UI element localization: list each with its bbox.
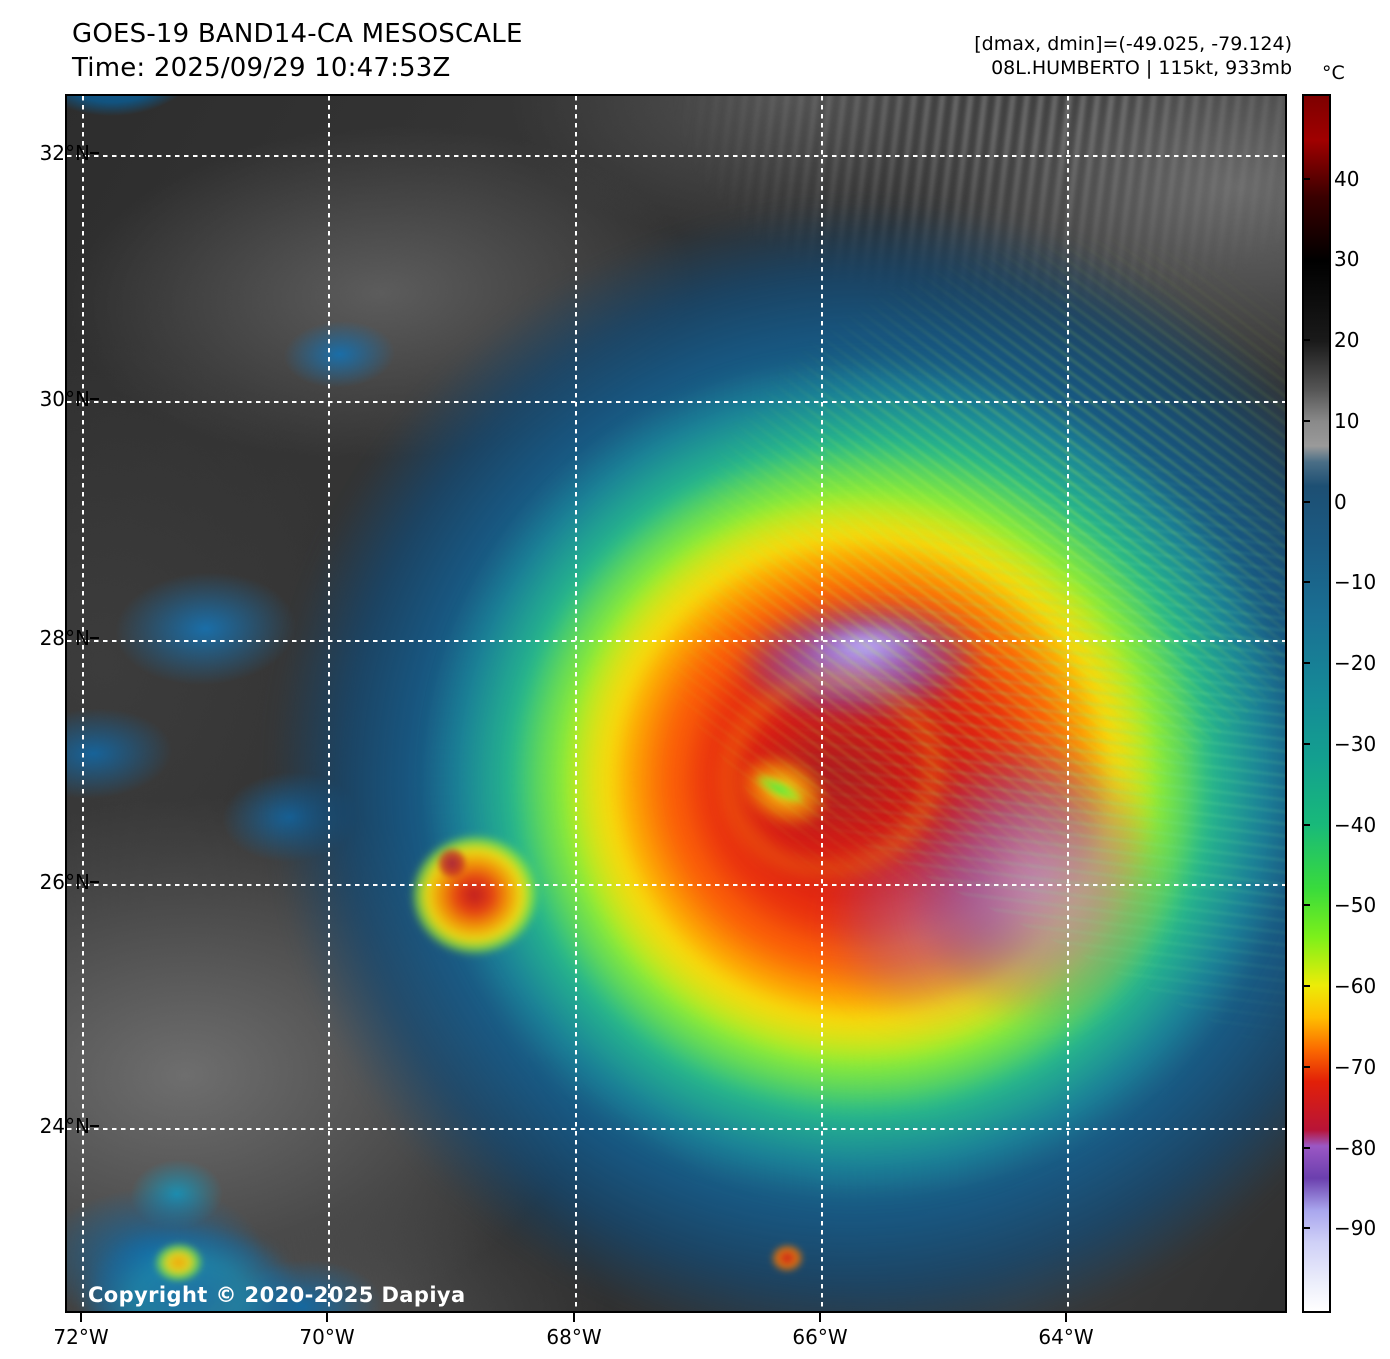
tick-lon-64	[1065, 1313, 1067, 1322]
page-title: GOES-19 BAND14-CA MESOSCALE	[72, 19, 523, 49]
colorbar-tick--60	[1302, 985, 1310, 988]
colorbar-label--70: −70	[1334, 1054, 1377, 1079]
axis-label-lat-30: 30°N	[39, 387, 90, 411]
tick-lat-32	[90, 152, 99, 154]
timestamp-label: Time: 2025/09/29 10:47:53Z	[72, 52, 451, 83]
satellite-image-plot: Copyright © 2020-2025 Dapiya	[65, 94, 1287, 1313]
tick-lat-24	[90, 1125, 99, 1127]
satellite-swath	[67, 96, 1285, 1311]
colorbar-label--20: −20	[1334, 651, 1377, 676]
colorbar-label-20: 20	[1334, 328, 1360, 353]
tick-lon-70	[326, 1313, 328, 1322]
axis-label-lon-68: 68°W	[546, 1325, 602, 1349]
temperature-colorbar	[1302, 94, 1331, 1313]
copyright-label: Copyright © 2020-2025 Dapiya	[88, 1283, 466, 1307]
tick-lat-30	[90, 398, 99, 400]
storm-info-label: 08L.HUMBERTO | 115kt, 933mb	[991, 57, 1292, 80]
infrared-imagery	[67, 96, 1285, 1311]
axis-label-lat-28: 28°N	[39, 626, 90, 650]
colorbar-tick--40	[1302, 823, 1310, 826]
axis-label-lon-64: 64°W	[1038, 1325, 1094, 1349]
colorbar-label--80: −80	[1334, 1135, 1377, 1160]
axis-label-lon-72: 72°W	[53, 1325, 109, 1349]
colorbar-label--50: −50	[1334, 893, 1377, 918]
axis-label-lat-24: 24°N	[39, 1114, 90, 1138]
colorbar-tick--80	[1302, 1146, 1310, 1149]
colorbar-gradient	[1304, 96, 1329, 1311]
colorbar-label--90: −90	[1334, 1216, 1377, 1241]
metadata-block: [dmax, dmin]=(-49.025, -79.124) 08L.HUMB…	[974, 32, 1292, 81]
colorbar-tick--10	[1302, 581, 1310, 584]
tick-lon-66	[819, 1313, 821, 1322]
colorbar-label--40: −40	[1334, 812, 1377, 837]
colorbar-tick--30	[1302, 742, 1310, 745]
colorbar-tick--70	[1302, 1065, 1310, 1068]
axis-label-lat-32: 32°N	[39, 141, 90, 165]
axis-label-lat-26: 26°N	[39, 870, 90, 894]
title-block: GOES-19 BAND14-CA MESOSCALE Time: 2025/0…	[72, 18, 523, 86]
colorbar-tick-10	[1302, 419, 1310, 422]
colorbar-tick-20	[1302, 339, 1310, 342]
colorbar-label--30: −30	[1334, 731, 1377, 756]
colorbar-tick-0	[1302, 500, 1310, 503]
colorbar-label-40: 40	[1334, 166, 1360, 191]
dmax-dmin-label: [dmax, dmin]=(-49.025, -79.124)	[974, 33, 1292, 55]
axis-label-lon-70: 70°W	[299, 1325, 355, 1349]
axis-label-lon-66: 66°W	[792, 1325, 848, 1349]
colorbar-label-30: 30	[1334, 247, 1360, 272]
colorbar-label-0: 0	[1334, 489, 1347, 514]
tick-lat-28	[90, 637, 99, 639]
tick-lat-26	[90, 881, 99, 883]
colorbar-label--10: −10	[1334, 570, 1377, 595]
colorbar-tick-40	[1302, 177, 1310, 180]
colorbar-tick--90	[1302, 1227, 1310, 1230]
colorbar-tick-30	[1302, 258, 1310, 261]
tick-lon-72	[80, 1313, 82, 1322]
colorbar-tick--50	[1302, 904, 1310, 907]
colorbar-label-10: 10	[1334, 408, 1360, 433]
tick-lon-68	[573, 1313, 575, 1322]
colorbar-label--60: −60	[1334, 974, 1377, 999]
colorbar-unit-label: °C	[1322, 62, 1345, 84]
colorbar-tick--20	[1302, 662, 1310, 665]
